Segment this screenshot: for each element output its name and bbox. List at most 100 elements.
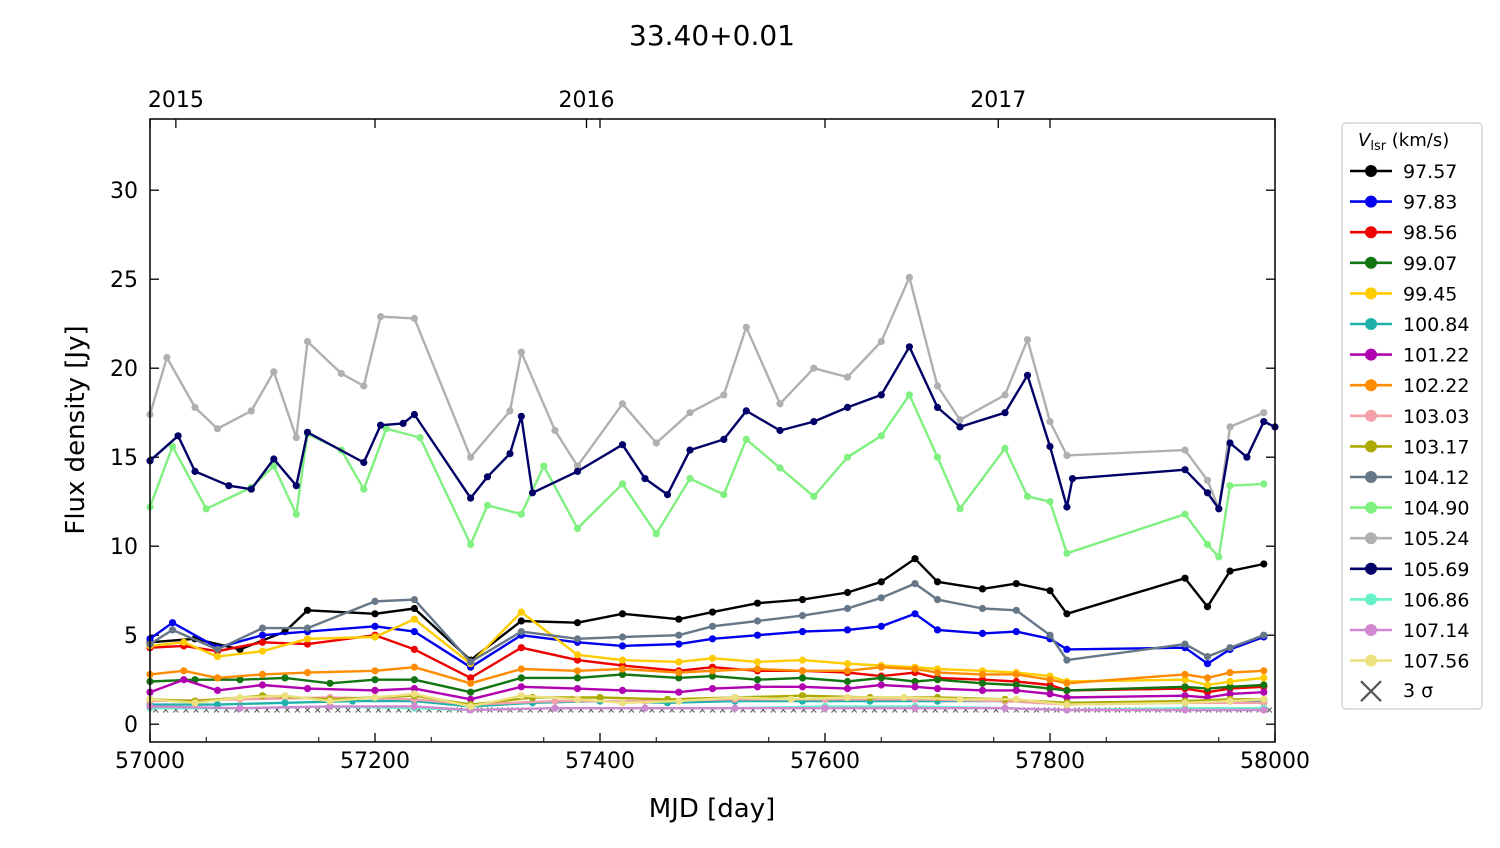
data-point (877, 663, 885, 671)
data-point (978, 604, 987, 613)
x-tick-label: 57000 (115, 749, 185, 774)
data-point (978, 585, 987, 593)
data-point (1046, 685, 1054, 693)
data-point (410, 676, 418, 684)
data-point (843, 693, 852, 702)
data-point (1063, 549, 1071, 557)
data-point (410, 596, 418, 604)
data-point (303, 635, 312, 643)
data-point (1226, 677, 1234, 686)
data-point (1063, 610, 1071, 618)
data-point (1260, 695, 1268, 703)
data-point (410, 615, 418, 623)
data-point (905, 273, 914, 281)
data-point (753, 631, 762, 639)
data-point (618, 610, 627, 618)
data-point (1001, 704, 1009, 712)
data-point (708, 685, 717, 693)
data-point (467, 695, 475, 703)
sigma-marker (345, 707, 351, 713)
data-point (377, 421, 385, 429)
data-point (618, 642, 627, 650)
legend-marker (1365, 440, 1377, 453)
legend-label: 106.86 (1403, 589, 1469, 611)
data-point (292, 482, 300, 490)
data-point (258, 681, 267, 689)
sigma-marker (1266, 707, 1273, 713)
data-point (360, 382, 368, 390)
legend-label: 99.45 (1403, 283, 1457, 305)
data-point (303, 606, 312, 614)
data-point (303, 669, 312, 677)
data-point (517, 692, 525, 700)
data-point (1226, 683, 1234, 691)
data-point (675, 658, 683, 666)
data-point (956, 416, 964, 424)
data-point (911, 677, 919, 686)
data-point (573, 674, 582, 682)
data-point (303, 624, 312, 632)
data-point (618, 670, 627, 679)
data-point (371, 676, 379, 684)
data-point (1063, 693, 1071, 702)
data-point (1063, 701, 1071, 709)
data-point (776, 400, 784, 408)
data-point (1226, 697, 1234, 705)
data-point (1046, 676, 1054, 684)
x-axis-label: MJD [day] (649, 794, 776, 824)
data-point (467, 688, 475, 696)
legend-label: 102.22 (1403, 375, 1469, 397)
data-point (326, 697, 334, 705)
data-point (371, 686, 379, 695)
sigma-marker (335, 707, 341, 713)
legend-marker (1365, 471, 1377, 483)
data-point (1063, 645, 1071, 654)
data-point (663, 491, 672, 499)
data-point (843, 588, 852, 597)
data-point (1023, 336, 1032, 344)
series-line (149, 345, 1276, 510)
data-point (191, 403, 199, 411)
sigma-legend-label: 3 σ (1403, 680, 1433, 702)
data-point (900, 693, 908, 702)
data-point (1046, 498, 1054, 506)
data-point (168, 626, 177, 634)
y-tick-label: 30 (110, 179, 138, 204)
data-point (270, 462, 278, 470)
legend-title-sub: lsr (1370, 139, 1386, 154)
data-point (1203, 681, 1212, 689)
data-point (270, 455, 278, 463)
data-point (933, 596, 942, 604)
data-point (258, 638, 267, 646)
data-point (1063, 656, 1071, 664)
legend-label: 105.24 (1403, 528, 1469, 550)
data-point (787, 695, 795, 703)
legend-marker (1365, 379, 1377, 392)
data-point (1260, 681, 1268, 689)
data-point (371, 667, 379, 675)
legend-label: 101.22 (1403, 345, 1469, 367)
data-point (517, 510, 525, 518)
data-point (1260, 418, 1268, 426)
data-point (1226, 567, 1234, 575)
data-point (303, 337, 312, 346)
series-97.57 (146, 555, 1268, 664)
data-point (292, 510, 300, 518)
legend-marker (1365, 318, 1377, 330)
series-104.12 (146, 580, 1268, 666)
data-point (573, 619, 582, 627)
data-point (410, 645, 418, 654)
data-point (675, 615, 683, 623)
data-point (213, 425, 222, 433)
data-point (618, 699, 627, 707)
data-point (675, 697, 683, 705)
legend-label: 97.83 (1403, 192, 1457, 214)
x-tick-label: 57400 (565, 749, 635, 774)
data-point (843, 403, 852, 411)
data-point (618, 400, 627, 408)
data-point (618, 665, 627, 673)
data-point (467, 679, 475, 687)
data-point (180, 676, 188, 684)
data-point (303, 428, 312, 436)
x-tick-label: 58000 (1240, 749, 1310, 774)
